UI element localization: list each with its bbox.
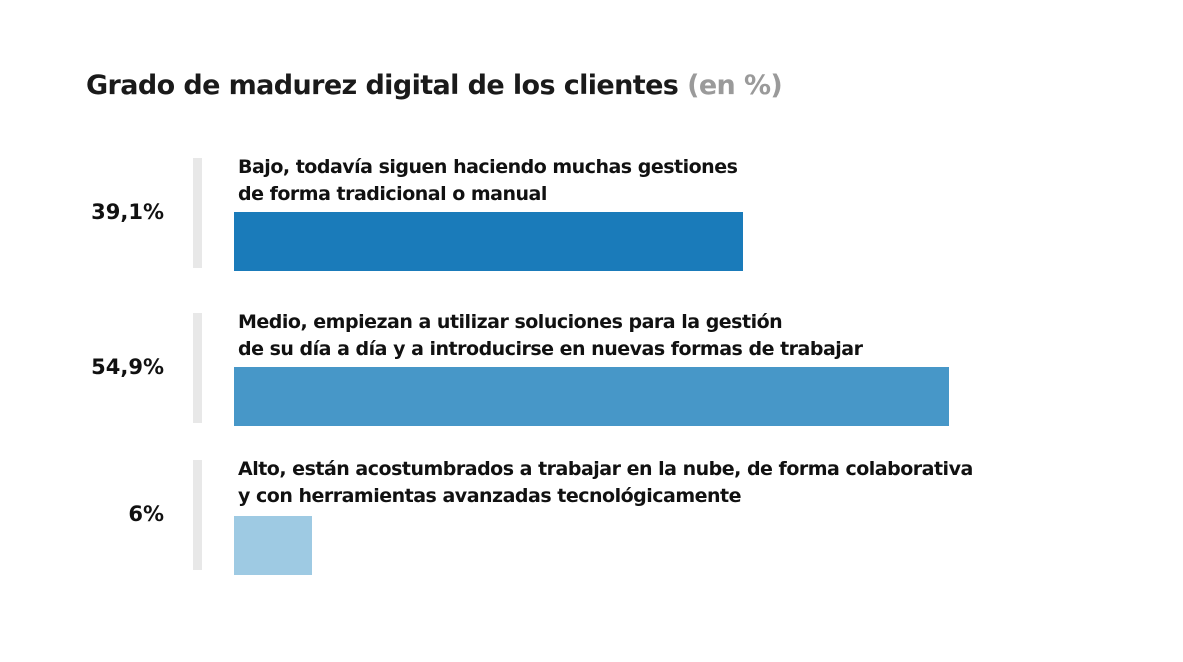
bar: [234, 367, 949, 426]
chart-title: Grado de madurez digital de los clientes…: [86, 70, 783, 101]
bar: [234, 516, 312, 575]
bar: [234, 212, 743, 271]
chart-title-unit: (en %): [687, 70, 783, 101]
value-label: 54,9%: [91, 355, 164, 379]
row-divider: [193, 313, 202, 423]
value-label: 39,1%: [91, 200, 164, 224]
row-divider: [193, 158, 202, 268]
category-label: Medio, empiezan a utilizar soluciones pa…: [238, 309, 863, 363]
category-label-line: y con herramientas avanzadas tecnológica…: [238, 485, 742, 507]
category-label-line: de su día a día y a introducirse en nuev…: [238, 338, 863, 360]
value-label: 6%: [128, 502, 164, 526]
category-label-line: Alto, están acostumbrados a trabajar en …: [238, 458, 973, 480]
category-label: Bajo, todavía siguen haciendo muchas ges…: [238, 154, 738, 208]
category-label-line: de forma tradicional o manual: [238, 183, 547, 205]
category-label-line: Bajo, todavía siguen haciendo muchas ges…: [238, 156, 738, 178]
category-label-line: Medio, empiezan a utilizar soluciones pa…: [238, 311, 783, 333]
category-label: Alto, están acostumbrados a trabajar en …: [238, 456, 973, 510]
chart-title-text: Grado de madurez digital de los clientes: [86, 70, 679, 101]
row-divider: [193, 460, 202, 570]
